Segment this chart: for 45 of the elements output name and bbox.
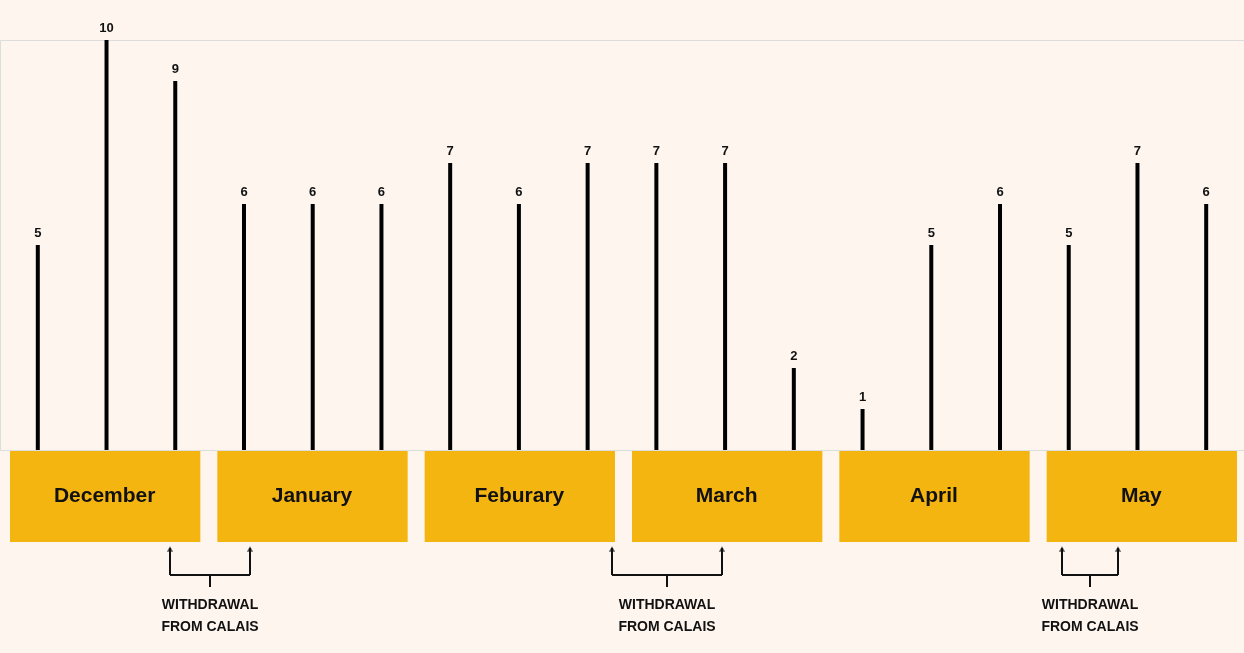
data-label: 7 — [721, 143, 729, 158]
text: Feburary — [474, 483, 565, 506]
bar — [448, 163, 453, 450]
text: March — [695, 483, 758, 506]
bar — [35, 245, 40, 450]
data-label: 7 — [652, 143, 660, 158]
bar — [654, 163, 659, 450]
data-label: 2 — [790, 348, 798, 363]
bar — [791, 368, 796, 450]
text: WITHDRAWAL FROM CALAIS — [618, 596, 716, 634]
data-label: 5 — [1065, 225, 1073, 240]
data-label: 10 — [99, 20, 114, 35]
bar — [998, 204, 1003, 450]
text: WITHDRAWAL FROM CALAIS — [161, 596, 259, 634]
data-label: 6 — [377, 184, 386, 199]
data-label: 6 — [996, 184, 1004, 199]
text: WITHDRAWAL FROM CALAIS — [1041, 596, 1139, 634]
bar — [585, 163, 590, 450]
bar — [104, 40, 109, 450]
bar — [1066, 245, 1071, 450]
bar — [929, 245, 934, 450]
data-label: 6 — [240, 184, 248, 199]
text: May — [1120, 483, 1163, 506]
bar — [310, 204, 315, 450]
text: January — [271, 483, 353, 506]
data-label: 5 — [927, 225, 935, 240]
bar — [379, 204, 384, 450]
data-label: 5 — [34, 225, 42, 240]
data-label: 7 — [584, 143, 592, 158]
data-label: 6 — [1202, 184, 1210, 199]
bar — [516, 204, 521, 450]
data-label: 7 — [1133, 143, 1142, 158]
bar — [860, 409, 865, 450]
data-label: 7 — [446, 143, 454, 158]
bar — [723, 163, 728, 450]
bar — [241, 204, 246, 450]
bar — [1204, 204, 1209, 450]
bar — [173, 81, 178, 450]
data-label: 6 — [309, 184, 317, 199]
bar — [1135, 163, 1140, 450]
text: December — [53, 483, 156, 506]
data-label: 1 — [858, 389, 867, 404]
data-label: 6 — [515, 184, 523, 199]
text: April — [910, 483, 958, 506]
data-label: 9 — [171, 61, 179, 76]
